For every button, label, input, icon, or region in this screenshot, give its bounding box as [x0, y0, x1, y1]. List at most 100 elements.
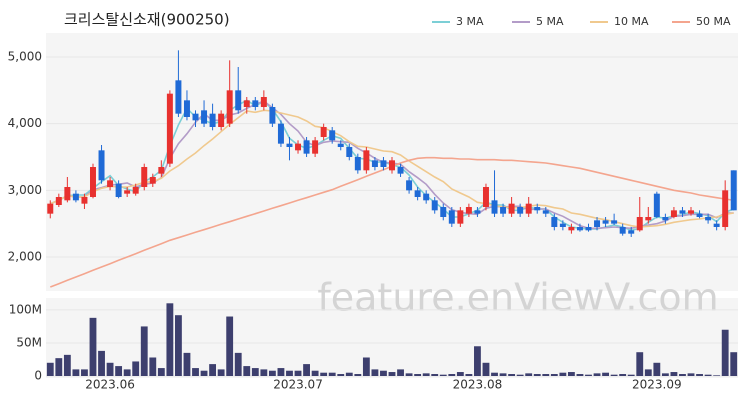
volume-bar: [371, 369, 379, 376]
volume-bar: [713, 375, 721, 376]
candle-body: [320, 127, 327, 137]
volume-bar: [234, 352, 242, 376]
candle-body: [201, 110, 208, 124]
volume-bar: [200, 370, 208, 376]
candle-body: [89, 167, 96, 197]
volume-bar: [149, 357, 157, 376]
candle-body: [696, 213, 703, 217]
volume-bar: [679, 374, 686, 376]
volume-bar: [166, 303, 174, 376]
volume-bar: [550, 374, 558, 376]
volume-bar: [98, 350, 105, 376]
candle-body: [576, 227, 583, 231]
volume-bar: [328, 372, 336, 376]
volume-bar: [405, 373, 413, 376]
volume-bar: [653, 362, 661, 376]
y-tick-label: 4,000: [8, 116, 42, 130]
candle-body: [363, 150, 370, 171]
candle-body: [508, 203, 515, 214]
candle-body: [559, 223, 566, 227]
candle-body: [371, 160, 378, 167]
volume-bar: [533, 374, 541, 376]
legend-label: 5 MA: [536, 15, 564, 28]
candle-body: [337, 143, 344, 147]
candle-body: [585, 227, 592, 231]
candle-body: [397, 167, 404, 174]
candle-body: [491, 200, 498, 214]
candle-body: [64, 187, 71, 201]
candle-body: [277, 123, 284, 144]
volume-bar: [388, 372, 396, 376]
candle-body: [252, 100, 259, 107]
candle-body: [525, 203, 532, 214]
candle-body: [688, 210, 695, 214]
volume-bar: [431, 374, 439, 376]
candle-body: [568, 227, 575, 231]
volume-bar: [123, 369, 131, 376]
volume-bar: [593, 373, 601, 376]
candle-body: [380, 160, 387, 167]
candle-body: [448, 210, 455, 224]
candle-body: [132, 187, 139, 194]
candle-body: [705, 217, 712, 221]
candle-body: [286, 143, 293, 147]
candle-body: [406, 180, 413, 191]
candle-body: [670, 210, 677, 217]
candle-body: [243, 100, 250, 107]
volume-bar: [260, 369, 268, 376]
y-tick-label: 50M: [16, 335, 42, 349]
volume-bar: [448, 374, 456, 376]
legend-label: 10 MA: [614, 15, 649, 28]
volume-bar: [670, 372, 678, 376]
candle-body: [730, 170, 737, 211]
candle-body: [457, 210, 464, 224]
candle-body: [594, 220, 601, 227]
volume-bar: [397, 369, 404, 376]
volume-bar: [439, 374, 447, 376]
candle-body: [260, 97, 267, 107]
volume-bar: [456, 372, 464, 376]
volume-bar: [115, 366, 123, 376]
volume-bar: [345, 372, 353, 376]
volume-bar: [89, 317, 97, 376]
candle-body: [269, 107, 276, 124]
volume-bar: [46, 362, 54, 376]
y-tick-label: 0: [34, 369, 42, 383]
candle-body: [611, 220, 618, 224]
candle-body: [645, 217, 652, 221]
volume-bar: [465, 374, 473, 376]
candle-body: [115, 183, 122, 197]
candle-body: [662, 217, 669, 221]
candle-body: [474, 210, 481, 214]
volume-bar: [55, 358, 63, 376]
legend-label: 3 MA: [456, 15, 484, 28]
candle-body: [141, 167, 148, 187]
candle-body: [183, 100, 190, 117]
x-tick-label: 2023.08: [453, 378, 503, 392]
candle-body: [346, 147, 353, 157]
volume-bar: [576, 374, 584, 376]
volume-bar: [286, 370, 293, 376]
candle-body: [72, 193, 79, 201]
volume-bar: [704, 374, 712, 376]
volume-bar: [567, 372, 575, 376]
volume-bar: [516, 374, 524, 376]
volume-bar: [268, 370, 276, 376]
volume-bar: [140, 326, 148, 376]
volume-panel: [46, 298, 738, 378]
watermark: feature.enViewV.com: [317, 276, 718, 320]
volume-bar: [106, 362, 114, 376]
volume-bar: [508, 374, 516, 376]
volume-bar: [81, 369, 88, 376]
volume-bar: [243, 366, 251, 376]
volume-bar: [499, 373, 507, 376]
volume-bar: [585, 374, 592, 376]
candle-body: [534, 207, 541, 211]
volume-bar: [627, 374, 635, 376]
y-tick-label: 2,000: [8, 250, 42, 264]
candle-body: [713, 223, 720, 227]
candle-body: [209, 113, 216, 127]
candle-body: [517, 207, 524, 214]
candle-body: [98, 150, 105, 181]
candle-body: [431, 200, 438, 211]
